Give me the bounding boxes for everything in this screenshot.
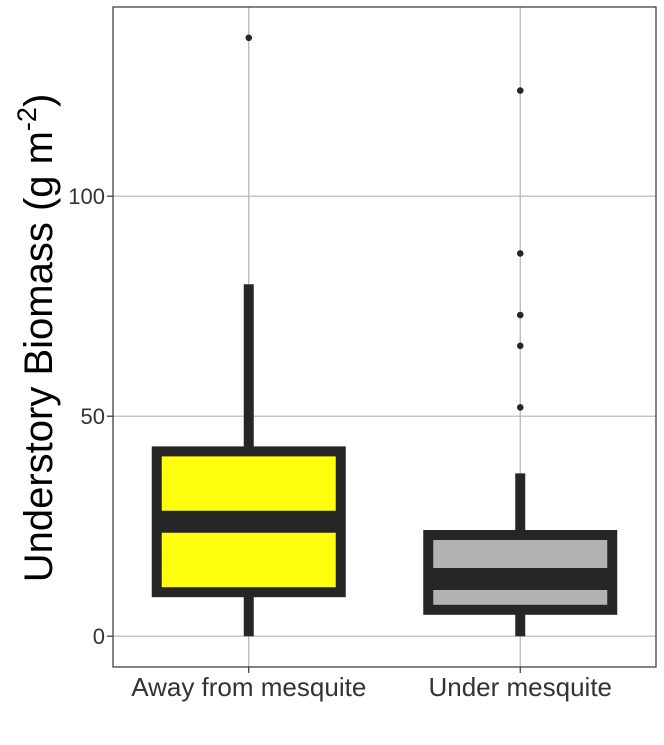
x-tick-label: Away from mesquite [131,672,366,702]
y-tick-label: 0 [93,624,105,649]
outlier-point [516,342,524,350]
y-axis-title-close: ) [17,94,61,107]
x-tick-label: Under mesquite [428,672,612,702]
y-axis-title-main: Understory Biomass (g m [17,131,61,582]
y-axis-title-superscript: -2 [12,107,42,131]
outlier-point [516,87,524,94]
y-tick-label: 50 [81,404,105,429]
outlier-point [516,250,524,257]
panel-border [112,6,657,668]
x-axis: Away from mesquite Under mesquite [131,667,612,702]
outlier-point [516,404,524,411]
box-group-1 [151,34,346,637]
y-axis-title: Understory Biomass (g m-2) [12,94,61,583]
box-group-2 [423,87,618,637]
y-axis: 0 50 100 [68,184,113,649]
box-layer [151,34,618,637]
outlier-point [245,34,253,42]
outlier-point [516,311,524,319]
y-tick-label: 100 [68,184,105,209]
